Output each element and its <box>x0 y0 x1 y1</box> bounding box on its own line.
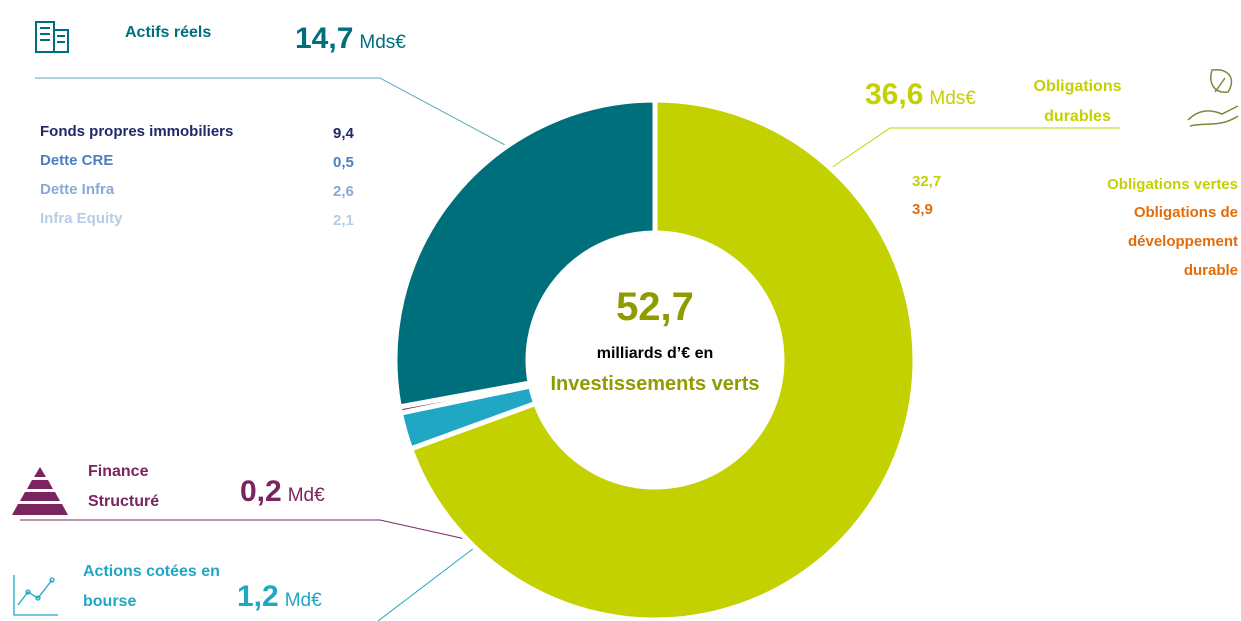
category-value: 36,6 Mds€ <box>865 78 976 112</box>
breakdown-label: Dette CRE <box>40 152 114 169</box>
leader-lines <box>20 77 1120 621</box>
category-label: Obligations durables <box>1033 78 1122 125</box>
building-icon <box>35 21 69 53</box>
donut-segment <box>407 97 918 621</box>
value-label: 1,2 <box>237 580 279 613</box>
unit-label: Md€ <box>287 485 325 506</box>
breakdown-label: Obligations vertes <box>1107 176 1238 193</box>
breakdown-value: 9,4 <box>333 125 354 142</box>
breakdown-value: 2,6 <box>333 183 354 200</box>
breakdown-label: Dette Infra <box>40 181 115 198</box>
center-value: 52,7 <box>616 285 694 329</box>
chart-icon <box>13 575 58 616</box>
leaf-hand-icon <box>1187 69 1239 127</box>
breakdown-label: Infra Equity <box>40 210 123 227</box>
center-line: Investissements verts <box>550 373 760 395</box>
category-label: Actifs réels <box>125 24 212 41</box>
breakdown-label: Fonds propres immobiliers <box>40 123 234 140</box>
breakdown-value: 3,9 <box>912 201 933 218</box>
category-value: 14,7 Mds€ <box>295 22 406 56</box>
category-label: Finance Structuré <box>88 463 160 510</box>
category-value: 1,2 Md€ <box>237 580 322 614</box>
donut-segment <box>392 97 658 410</box>
value-label: 36,6 <box>865 78 924 111</box>
pyramid-icon <box>12 467 68 515</box>
center-line: milliards d’€ en <box>596 345 714 362</box>
unit-label: Mds€ <box>929 88 976 109</box>
breakdown-label: Obligations de développement durable <box>1127 204 1238 279</box>
unit-label: Mds€ <box>359 32 406 53</box>
breakdown-value: 32,7 <box>912 173 942 190</box>
unit-label: Md€ <box>284 590 322 611</box>
breakdown-value: 2,1 <box>333 212 354 229</box>
category-label: Actions cotées en bourse <box>83 563 220 610</box>
breakdown-value: 0,5 <box>333 154 354 171</box>
category-value: 0,2 Md€ <box>240 475 325 509</box>
value-label: 14,7 <box>295 22 354 55</box>
value-label: 0,2 <box>240 475 282 508</box>
